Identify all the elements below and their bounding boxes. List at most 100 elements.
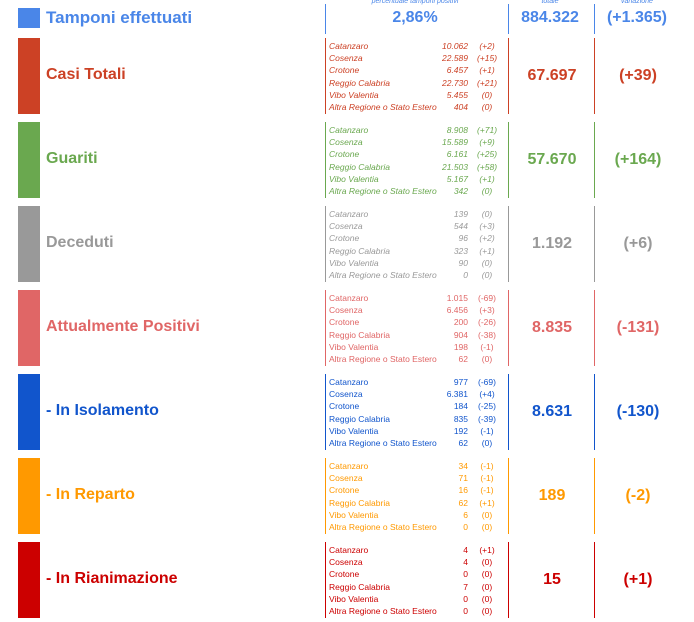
province-variation: (0) xyxy=(481,593,493,604)
province: Cosenza xyxy=(329,137,363,148)
province-value: 904 xyxy=(453,329,468,340)
section-swatch xyxy=(18,122,40,198)
province: Catanzaro xyxy=(329,293,369,303)
province: Vibo Valentia xyxy=(329,509,379,520)
section-label: - In Reparto xyxy=(46,486,135,503)
province: Altra Regione o Stato Estero xyxy=(329,270,437,280)
divider xyxy=(508,206,509,282)
province-value: 192 xyxy=(453,425,468,436)
province-value: 22.730 xyxy=(442,77,468,88)
province-variation: (+2) xyxy=(479,233,495,244)
province-value: 184 xyxy=(453,401,468,412)
province: Reggio Calabria xyxy=(329,497,390,508)
divider xyxy=(508,374,509,450)
province-value: 544 xyxy=(453,221,468,232)
section: Casi Totali Catanzaro 10.062 (+2) Cosenza 22.… xyxy=(0,38,694,118)
province-variation: (-26) xyxy=(478,317,496,328)
province-variation: (0) xyxy=(481,522,493,532)
province-variation: (0) xyxy=(481,581,493,592)
province-value: 6.381 xyxy=(446,389,468,400)
province-value: 62 xyxy=(458,497,468,508)
province-variation: (+4) xyxy=(479,389,495,400)
section-swatch xyxy=(18,206,40,282)
province-variation: (-39) xyxy=(478,413,496,424)
section-variation: (-2) xyxy=(625,487,651,504)
section-total: 189 xyxy=(538,487,566,504)
province: Vibo Valentia xyxy=(329,593,379,604)
province-variation: (-69) xyxy=(478,293,496,303)
header-swatch xyxy=(18,8,40,28)
province-variation: (0) xyxy=(481,557,493,568)
province: Catanzaro xyxy=(329,41,369,51)
province: Catanzaro xyxy=(329,125,369,135)
province: Crotone xyxy=(329,569,360,580)
province: Reggio Calabria xyxy=(329,413,390,424)
province-value: 7 xyxy=(463,581,468,592)
province-variation: (-1) xyxy=(480,461,494,471)
section-swatch xyxy=(18,542,40,618)
section: Attualmente Positivi Catanzaro 1.015 (-69) C… xyxy=(0,290,694,370)
section-label: Casi Totali xyxy=(46,66,126,83)
province-variation: (0) xyxy=(481,209,493,219)
province-value: 16 xyxy=(458,485,468,496)
province-variation: (+1) xyxy=(479,245,495,256)
section: - In Isolamento Catanzaro 977 (-69) Cosenza 6… xyxy=(0,374,694,454)
province: Crotone xyxy=(329,65,360,76)
section-swatch xyxy=(18,458,40,534)
province-value: 5.455 xyxy=(446,89,468,100)
divider xyxy=(325,38,326,114)
section: - In Rianimazione Catanzaro 4 (+1) Cosenza 4 (… xyxy=(0,542,694,622)
province-variation: (+1) xyxy=(479,497,495,508)
section-variation: (+6) xyxy=(623,235,653,252)
province-variation: (0) xyxy=(481,102,493,112)
section-total: 8.835 xyxy=(531,319,573,336)
divider xyxy=(594,542,595,618)
section-variation: (+164) xyxy=(614,151,662,168)
province-value: 71 xyxy=(458,473,468,484)
section: Deceduti Catanzaro 139 (0) Cosenza 544 (+3) Cro… xyxy=(0,206,694,286)
province-variation: (+1) xyxy=(479,545,495,555)
province: Catanzaro xyxy=(329,209,369,219)
province-value: 0 xyxy=(463,606,468,616)
province-value: 835 xyxy=(453,413,468,424)
province-value: 6.457 xyxy=(446,65,468,76)
province-value: 62 xyxy=(458,438,468,448)
percent-value: 2,86% xyxy=(392,9,438,26)
province-variation: (+1) xyxy=(479,65,495,76)
province: Reggio Calabria xyxy=(329,329,390,340)
divider xyxy=(508,458,509,534)
province-variation: (+58) xyxy=(476,161,498,172)
section-label: - In Rianimazione xyxy=(46,570,178,587)
province-value: 62 xyxy=(458,354,468,364)
province-value: 200 xyxy=(453,317,468,328)
section-total: 15 xyxy=(543,571,561,588)
divider xyxy=(508,542,509,618)
province-variation: (-1) xyxy=(480,485,494,496)
province-variation: (0) xyxy=(481,270,493,280)
province: Catanzaro xyxy=(329,377,369,387)
total-value: 884.322 xyxy=(521,9,579,26)
province: Crotone xyxy=(329,485,360,496)
province-value: 6.161 xyxy=(446,149,468,160)
province-value: 6.456 xyxy=(446,305,468,316)
province-value: 0 xyxy=(463,593,468,604)
province-variation: (+9) xyxy=(479,137,495,148)
divider xyxy=(325,206,326,282)
province-value: 5.167 xyxy=(446,173,468,184)
percent-caption: percentuale tamponi positivi xyxy=(371,0,459,5)
province: Altra Regione o Stato Estero xyxy=(329,186,437,196)
province-variation: (+71) xyxy=(476,125,498,135)
province-value: 21.503 xyxy=(442,161,468,172)
province: Altra Regione o Stato Estero xyxy=(329,438,437,448)
province-value: 4 xyxy=(463,545,468,555)
divider xyxy=(325,4,326,34)
province-value: 0 xyxy=(463,522,468,532)
section-label: Deceduti xyxy=(46,234,114,251)
province-value: 34 xyxy=(458,461,468,471)
province-variation: (0) xyxy=(481,606,493,616)
section-total: 1.192 xyxy=(531,235,573,252)
province: Cosenza xyxy=(329,389,363,400)
province: Vibo Valentia xyxy=(329,89,379,100)
section-label: Guariti xyxy=(46,150,98,167)
